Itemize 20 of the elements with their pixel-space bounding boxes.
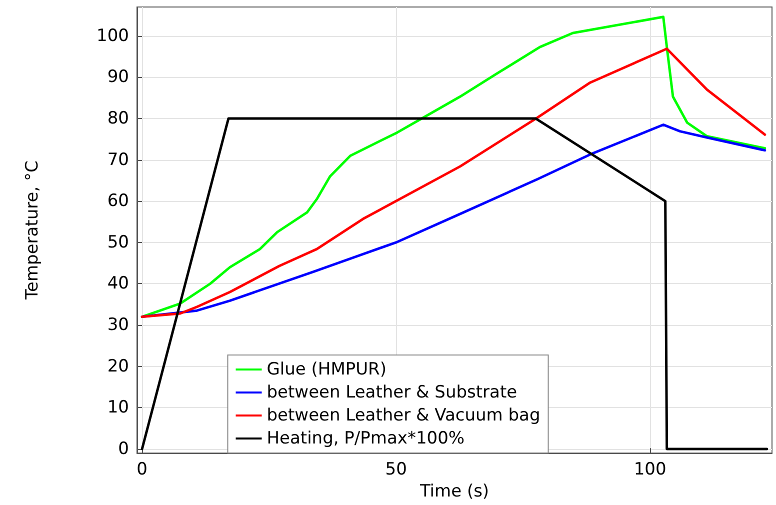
legend-label: Glue (HMPUR) — [266, 360, 387, 380]
x-tick-label: 100 — [634, 460, 666, 480]
y-tick-label: 60 — [107, 191, 129, 212]
y-tick-label: 80 — [107, 108, 129, 129]
legend-label: Heating, P/Pmax*100% — [266, 428, 465, 448]
y-tick-label: 40 — [107, 274, 129, 294]
y-tick-label: 10 — [107, 398, 129, 418]
y-tick-label: 50 — [107, 232, 129, 252]
legend-label: between Leather & Vacuum bag — [266, 406, 540, 426]
legend-label: between Leather & Substrate — [266, 382, 518, 402]
y-tick-label: 0 — [118, 438, 129, 459]
y-tick-label: 90 — [107, 67, 129, 88]
y-tick-label: 100 — [96, 26, 129, 46]
x-tick-label: 50 — [385, 460, 407, 480]
y-tick-label: 70 — [107, 150, 129, 170]
y-axis-title: Temperature, °C — [22, 160, 42, 300]
x-tick-label: 0 — [136, 460, 148, 480]
y-tick-label: 30 — [107, 315, 129, 336]
y-tick-label: 20 — [107, 356, 129, 376]
x-axis-title: Time (s) — [418, 482, 490, 502]
